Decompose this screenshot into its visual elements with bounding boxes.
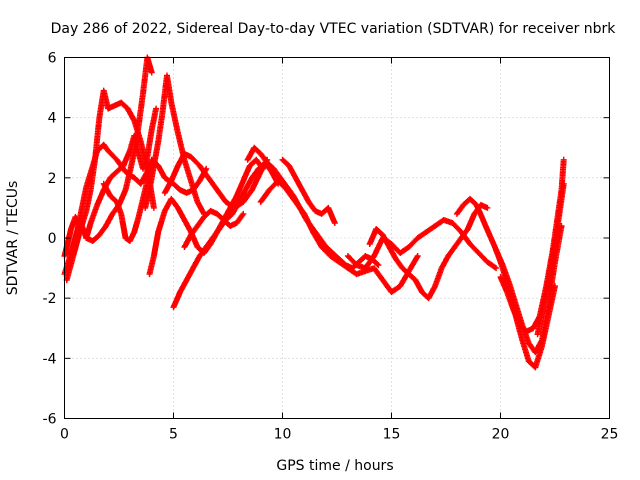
y-tick-label: 6 xyxy=(48,51,57,67)
x-tick-label: 25 xyxy=(601,427,619,443)
chart-title: Day 286 of 2022, Sidereal Day-to-day VTE… xyxy=(51,21,617,37)
y-tick-label: -4 xyxy=(43,351,57,367)
grid-lines xyxy=(64,57,610,419)
series-markers xyxy=(181,207,247,250)
axis-ticks: 0 5 10 15 20 25 -6 -4 -2 0 2 4 6 xyxy=(43,51,619,443)
data-series xyxy=(279,156,338,226)
series-markers xyxy=(366,201,491,302)
series-markers xyxy=(100,159,155,244)
y-axis-title: SDTVAR / TECUs xyxy=(5,181,21,296)
series-markers xyxy=(170,159,282,311)
data-series xyxy=(83,105,160,241)
x-tick-label: 10 xyxy=(274,427,292,443)
data-series xyxy=(366,201,491,302)
y-tick-label: -6 xyxy=(43,412,57,428)
x-tick-label: 20 xyxy=(492,427,510,443)
data-series xyxy=(534,180,567,338)
series-markers xyxy=(279,156,338,226)
x-tick-label: 15 xyxy=(383,427,401,443)
series-markers xyxy=(534,180,567,338)
data-series xyxy=(100,159,155,244)
data-points xyxy=(61,54,567,371)
data-series xyxy=(181,207,247,250)
data-series xyxy=(257,177,421,296)
x-axis-title: GPS time / hours xyxy=(276,458,393,474)
series-markers xyxy=(257,177,421,296)
data-series xyxy=(63,87,157,284)
y-tick-label: 0 xyxy=(48,231,57,247)
data-series xyxy=(170,159,282,311)
x-tick-label: 5 xyxy=(169,427,178,443)
x-tick-label: 0 xyxy=(60,427,69,443)
y-tick-label: 2 xyxy=(48,171,57,187)
y-tick-label: -2 xyxy=(43,291,57,307)
series-markers xyxy=(63,87,157,284)
series-markers xyxy=(83,105,160,241)
y-tick-label: 4 xyxy=(48,111,57,127)
